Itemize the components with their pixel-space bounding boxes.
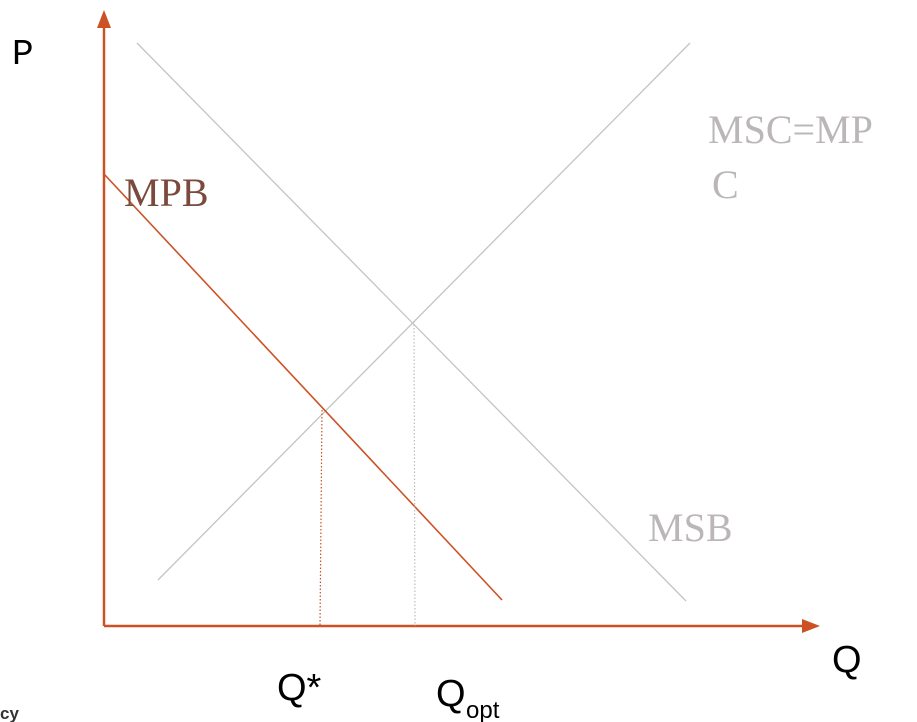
msb-curve bbox=[136, 42, 687, 602]
q-opt-label: Q bbox=[436, 673, 466, 715]
y-axis-arrow-icon bbox=[97, 10, 111, 28]
y-axis-label: P bbox=[12, 34, 34, 75]
q-star-dropline bbox=[319, 409, 323, 627]
msc-label-line2: C bbox=[712, 162, 739, 207]
corner-fragment-text: cy bbox=[0, 704, 19, 722]
q-opt-dropline bbox=[413, 320, 416, 627]
x-axis-label: Q bbox=[832, 639, 862, 681]
mpb-curve bbox=[103, 173, 503, 601]
mpb-label: MPB bbox=[124, 170, 209, 215]
x-axis-arrow-icon bbox=[802, 619, 820, 633]
q-star-label: Q* bbox=[277, 667, 322, 709]
msc-curve bbox=[157, 42, 691, 581]
msc-label-line1: MSC=MP bbox=[708, 107, 873, 152]
q-opt-subscript: opt bbox=[466, 697, 500, 722]
msb-label: MSB bbox=[648, 505, 733, 550]
